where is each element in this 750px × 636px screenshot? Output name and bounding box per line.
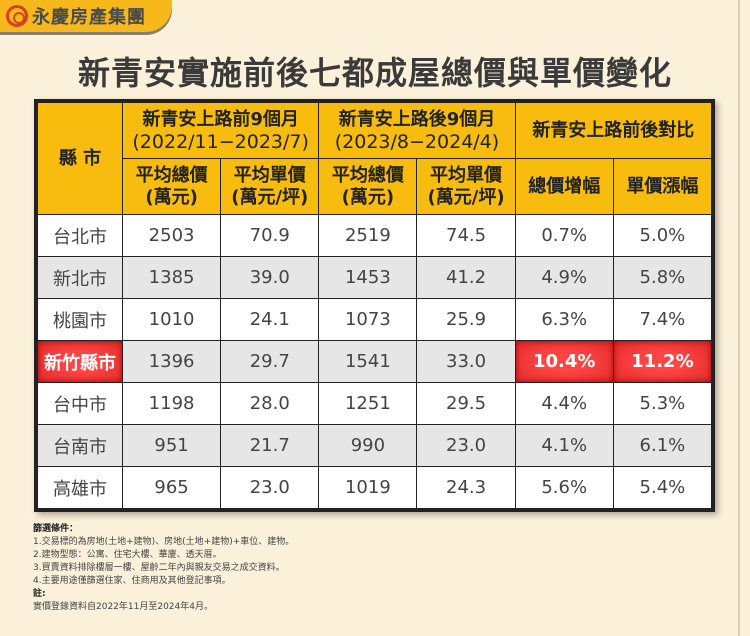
value-cell: 5.0% — [612, 214, 713, 257]
county-cell: 新北市 — [37, 256, 123, 299]
filter-item: 4.主要用途僅篩選住家、住商用及其他登記事項。 — [33, 576, 231, 586]
value-cell: 23.0 — [220, 466, 320, 509]
group-period: (2022/11−2023/7) — [132, 130, 309, 153]
note-title: 註: — [33, 589, 46, 599]
value-cell: 39.0 — [220, 256, 320, 299]
value-cell: 33.0 — [416, 340, 516, 383]
column-header: 單價漲幅 — [612, 158, 713, 215]
value-cell: 965 — [121, 466, 222, 509]
group-header-compare: 新青安上路前後對比 — [514, 102, 713, 159]
value-cell: 5.6% — [514, 466, 614, 509]
group-title: 新青安上路前9個月 — [142, 108, 299, 130]
price-table: 縣 市 新青安上路前9個月 (2022/11−2023/7) 新青安上路後9個月(… — [34, 99, 715, 512]
filter-item: 3.買賣資料排除樓層一樓、屋齡二年內與親友交易之成交資料。 — [33, 563, 285, 573]
county-cell: 台北市 — [37, 214, 123, 257]
value-cell: 5.3% — [612, 382, 713, 425]
filter-item: 1.交易標的為房地(土地+建物)、房地(土地+建物)+車位、建物。 — [33, 537, 295, 547]
value-cell: 7.4% — [612, 298, 713, 341]
brand-name: 永慶房產集團 — [32, 7, 146, 28]
value-cell: 1251 — [318, 382, 418, 425]
value-cell: 6.1% — [612, 424, 713, 467]
value-cell: 28.0 — [220, 382, 320, 425]
value-cell: 1010 — [121, 298, 222, 341]
group-header-after: 新青安上路後9個月 (2023/8−2024/4) — [318, 102, 516, 159]
value-cell: 23.0 — [416, 424, 516, 467]
value-cell: 1198 — [121, 382, 222, 425]
value-cell: 1385 — [121, 256, 222, 299]
note-text: 實價登錄資料自2022年11月至2024年4月。 — [33, 602, 213, 612]
value-cell: 5.4% — [612, 466, 713, 509]
value-cell: 70.9 — [220, 214, 320, 257]
value-cell: 24.1 — [220, 298, 320, 341]
value-cell: 1073 — [318, 298, 418, 341]
page-title: 新青安實施前後七都成屋總價與單價變化 — [77, 54, 672, 92]
county-cell: 台中市 — [37, 382, 123, 425]
value-cell: 951 — [121, 424, 222, 467]
value-cell: 6.3% — [514, 298, 614, 341]
value-cell: 4.9% — [514, 256, 614, 299]
county-header: 縣 市 — [37, 102, 123, 215]
group-header-before: 新青安上路前9個月 (2022/11−2023/7) — [121, 102, 320, 159]
value-cell: 11.2% — [612, 340, 713, 383]
table-row: 桃園市 1010 24.1 1073 25.9 6.3% 7.4% — [37, 298, 713, 341]
value-cell: 0.7% — [514, 214, 614, 257]
table-row: 台南市 951 21.7 990 23.0 4.1% 6.1% — [37, 424, 713, 467]
value-cell: 2519 — [318, 214, 418, 257]
column-header: 總價增幅 — [514, 158, 614, 215]
county-cell: 桃園市 — [37, 298, 123, 341]
footnotes: 篩選條件： 1.交易標的為房地(土地+建物)、房地(土地+建物)+車位、建物。 … — [33, 523, 294, 614]
filter-title: 篩選條件： — [33, 524, 79, 534]
value-cell: 990 — [318, 424, 418, 467]
column-header: 平均總價 (萬元) — [121, 158, 222, 215]
column-header: 平均單價 (萬元/坪) — [220, 158, 320, 215]
table-row: 高雄市 965 23.0 1019 24.3 5.6% 5.4% — [37, 466, 713, 509]
page-edge — [738, 0, 740, 636]
value-cell: 24.3 — [416, 466, 516, 509]
brand-logo: 永慶房產集團 — [0, 0, 172, 32]
value-cell: 4.4% — [514, 382, 614, 425]
county-cell: 台南市 — [37, 424, 123, 467]
value-cell: 2503 — [121, 214, 222, 257]
value-cell: 5.8% — [612, 256, 713, 299]
county-cell: 新竹縣市 — [37, 340, 123, 383]
value-cell: 41.2 — [416, 256, 516, 299]
value-cell: 10.4% — [514, 340, 614, 383]
value-cell: 29.7 — [220, 340, 320, 383]
value-cell: 1453 — [318, 256, 418, 299]
column-header: 平均單價 (萬元/坪) — [416, 158, 516, 215]
value-cell: 74.5 — [416, 214, 516, 257]
table-row: 新竹縣市 1396 29.7 1541 33.0 10.4% 11.2% — [37, 340, 713, 383]
table-row: 台中市 1198 28.0 1251 29.5 4.4% 5.3% — [37, 382, 713, 425]
filter-item: 2.建物型態：公寓、住宅大樓、華廈、透天厝。 — [33, 550, 222, 560]
column-header: 平均總價 (萬元) — [318, 158, 418, 215]
value-cell: 1541 — [318, 340, 418, 383]
group-title: 新青安上路後9個月 — [338, 108, 496, 130]
county-cell: 高雄市 — [37, 466, 123, 509]
group-period: (2023/8−2024/4) — [334, 130, 500, 153]
value-cell: 1396 — [121, 340, 222, 383]
value-cell: 1019 — [318, 466, 418, 509]
value-cell: 25.9 — [416, 298, 516, 341]
value-cell: 21.7 — [220, 424, 320, 467]
value-cell: 29.5 — [416, 382, 516, 425]
logo-icon — [6, 5, 28, 27]
table-row: 台北市 2503 70.9 2519 74.5 0.7% 5.0% — [37, 214, 713, 257]
value-cell: 4.1% — [514, 424, 614, 467]
table-row: 新北市 1385 39.0 1453 41.2 4.9% 5.8% — [37, 256, 713, 299]
